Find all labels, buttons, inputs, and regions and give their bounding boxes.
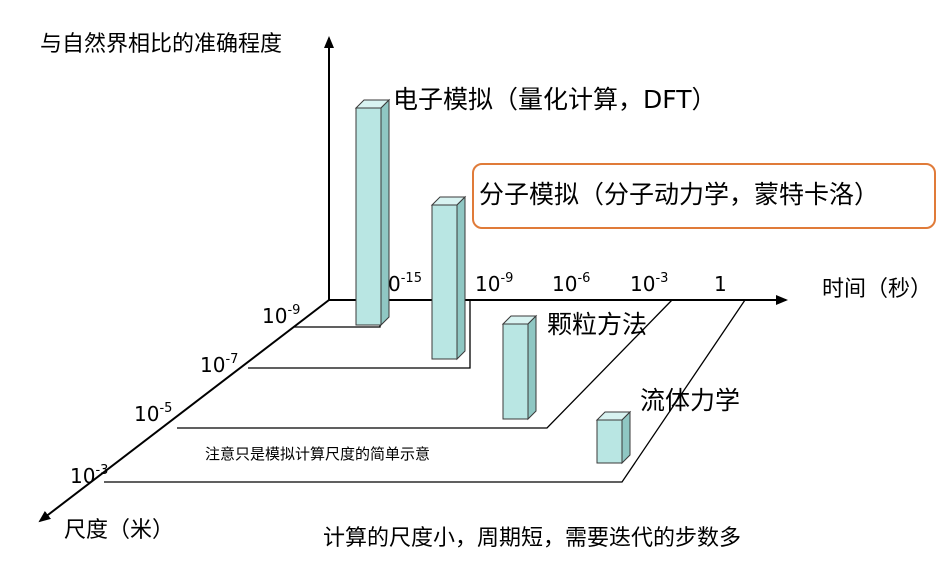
diagram-note: 注意只是模拟计算尺度的简单示意 — [205, 445, 431, 463]
region-molecular — [248, 300, 471, 369]
region-granular — [177, 299, 673, 429]
time-tick: 10-6 — [552, 271, 591, 296]
region-fluid — [104, 299, 746, 483]
method-label-electron: 电子模拟（量化计算，DFT） — [393, 85, 717, 114]
molecular-highlight-box — [472, 163, 936, 229]
method-label-fluid: 流体力学 — [640, 386, 741, 415]
method-label-molecular: 分子模拟（分子动力学，蒙特卡洛） — [479, 180, 880, 209]
bar-granular-method — [501, 314, 538, 421]
time-tick: 10-9 — [475, 271, 514, 296]
bar-molecular-simulation — [430, 195, 467, 361]
bar-electron-simulation — [354, 98, 391, 327]
scale-tick: 10-9 — [262, 303, 301, 328]
scale-tick: 10-3 — [70, 463, 109, 488]
diagram-caption: 计算的尺度小，周期短，需要迭代的步数多 — [323, 526, 742, 551]
scale-axis — [38, 299, 330, 523]
time-tick: 0-15 — [388, 271, 422, 296]
time-axis-label: 时间（秒） — [822, 277, 933, 302]
time-tick: 1 — [714, 272, 727, 296]
bar-fluid-dynamics — [595, 410, 632, 465]
scale-axis-label: 尺度（米） — [64, 518, 175, 543]
scale-tick: 10-7 — [200, 352, 239, 377]
time-tick: 10-3 — [630, 271, 669, 296]
scale-tick: 10-5 — [134, 401, 173, 426]
accuracy-axis-label: 与自然界相比的准确程度 — [40, 32, 283, 57]
method-label-granular: 颗粒方法 — [547, 310, 648, 339]
